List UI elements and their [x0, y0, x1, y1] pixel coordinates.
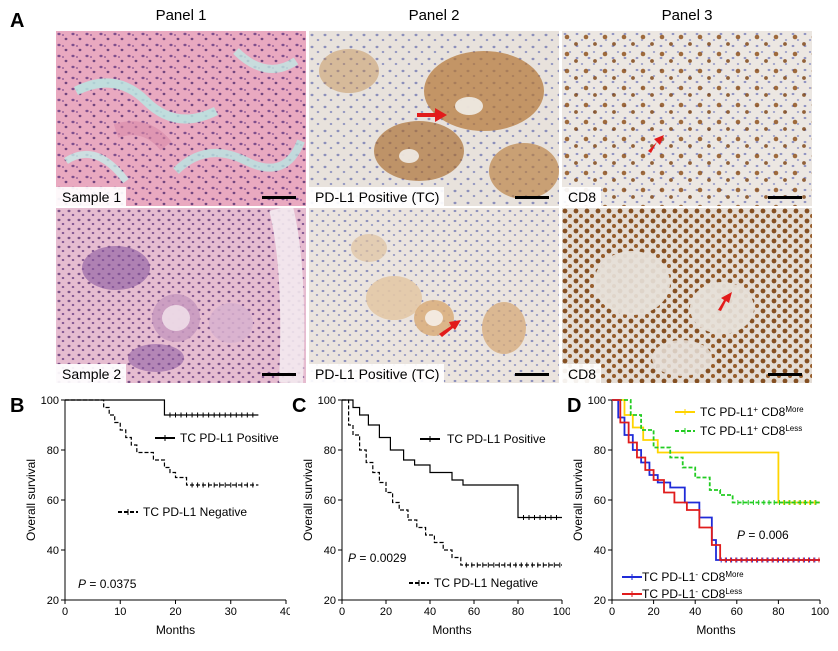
ihc-cd8-tissue-image [562, 31, 812, 206]
km-curve-tc-pd-l1-cd8more [612, 399, 820, 504]
p-value-label: P = 0.0375 [78, 577, 137, 591]
x-tick-label: 40 [280, 606, 290, 618]
red-arrow-icon [648, 135, 664, 153]
x-axis-label: Months [432, 623, 471, 637]
km-curve-tc-pd-l1-cd8less [612, 399, 820, 561]
x-tick-label: 30 [225, 606, 237, 618]
km-curve-tc-pd-l1-negative [65, 399, 259, 486]
micrograph-pdl1-sample-1: PD-L1 Positive (TC) [309, 31, 559, 206]
y-axis-label: Overall survival [571, 459, 585, 541]
y-tick-label: 20 [324, 595, 336, 607]
x-tick-label: 20 [169, 606, 181, 618]
x-tick-label: 40 [424, 606, 436, 618]
legend-label: TC PD-L1- CD8More [642, 570, 744, 585]
micrograph-cd8-sample-1: CD8 [562, 31, 812, 206]
x-axis-label: Months [156, 623, 195, 637]
km-curve-tc-pd-l1-negative [342, 399, 562, 566]
micrograph-pdl1-sample-2: PD-L1 Positive (TC) [309, 208, 559, 383]
panel-3-title: Panel 3 [661, 7, 713, 24]
he-tissue-image [56, 208, 306, 383]
x-tick-label: 10 [114, 606, 126, 618]
km-curve-tc-pd-l1-cd8more [612, 399, 820, 561]
x-tick-label: 0 [339, 606, 345, 618]
x-tick-label: 0 [62, 606, 68, 618]
y-tick-label: 20 [47, 595, 59, 607]
tile-label: Sample 2 [56, 364, 127, 383]
y-tick-label: 100 [588, 395, 606, 407]
y-tick-label: 40 [594, 545, 606, 557]
y-tick-label: 20 [594, 595, 606, 607]
legend-label: TC PD-L1 Negative [143, 505, 247, 519]
km-chart-d: 0 20 40 60 80 100 20 40 60 80 100 Months Overall sur… [560, 390, 838, 651]
y-tick-label: 80 [324, 445, 336, 457]
y-tick-label: 100 [318, 395, 336, 407]
y-tick-label: 60 [324, 495, 336, 507]
scale-bar [768, 196, 802, 199]
y-tick-label: 60 [594, 495, 606, 507]
figure-letter-c: C [292, 395, 307, 417]
scale-bar [262, 373, 296, 376]
km-chart-c: 0 20 40 60 80 100 20 40 60 80 100 Months Overall sur… [280, 390, 571, 651]
x-tick-label: 80 [772, 606, 784, 618]
legend-label: TC PD-L1 Positive [447, 432, 546, 446]
x-tick-label: 100 [553, 606, 570, 618]
micrograph-he-sample-2: Sample 2 [56, 208, 306, 383]
ihc-pdl1-tissue-image [309, 208, 559, 383]
scale-bar [515, 373, 549, 376]
y-tick-label: 40 [47, 545, 59, 557]
x-tick-label: 60 [731, 606, 743, 618]
ihc-cd8-tissue-image [562, 208, 812, 383]
scale-bar [515, 196, 549, 199]
figure-letter-a: A [10, 10, 25, 32]
x-tick-label: 100 [811, 606, 829, 618]
x-tick-label: 40 [689, 606, 701, 618]
figure-letter-b: B [10, 395, 25, 417]
legend-label: TC PD-L1 Negative [434, 576, 538, 590]
tile-label: PD-L1 Positive (TC) [309, 364, 445, 383]
ihc-pdl1-tissue-image [309, 31, 559, 206]
panel-1-title: Panel 1 [155, 7, 207, 24]
x-tick-label: 20 [647, 606, 659, 618]
x-tick-label: 80 [512, 606, 524, 618]
legend-label: TC PD-L1 Positive [180, 431, 279, 445]
red-arrow-icon [718, 292, 732, 311]
x-tick-label: 60 [468, 606, 480, 618]
y-tick-label: 60 [47, 495, 59, 507]
scale-bar [768, 373, 802, 376]
tile-label: CD8 [562, 364, 602, 383]
red-arrow-icon [439, 320, 461, 337]
tile-label: PD-L1 Positive (TC) [309, 187, 445, 206]
he-tissue-image [56, 31, 306, 206]
tile-label: CD8 [562, 187, 602, 206]
legend-label: TC PD-L1+ CD8More [700, 405, 804, 420]
p-value-label: P = 0.0029 [348, 551, 407, 565]
legend-label: TC PD-L1- CD8Less [642, 587, 742, 602]
micrograph-he-sample-1: Sample 1 [56, 31, 306, 206]
y-tick-label: 100 [41, 395, 59, 407]
p-value-label: P = 0.006 [737, 528, 789, 542]
scale-bar [262, 196, 296, 199]
km-curve-tc-pd-l1-positive [65, 399, 259, 416]
figure-letter-d: D [567, 395, 582, 417]
x-axis-label: Months [696, 623, 735, 637]
y-tick-label: 80 [594, 445, 606, 457]
km-curve-tc-pd-l1-cd8less [612, 399, 820, 504]
x-tick-label: 20 [380, 606, 392, 618]
km-chart-b: 0 10 20 30 40 20 40 60 80 100 Months Overall surviv… [0, 390, 292, 651]
micrograph-cd8-sample-2: CD8 [562, 208, 812, 383]
km-curve-tc-pd-l1-positive [342, 399, 562, 519]
red-arrow-icon [417, 108, 447, 122]
y-tick-label: 40 [324, 545, 336, 557]
y-axis-label: Overall survival [24, 459, 38, 541]
legend-label: TC PD-L1+ CD8Less [700, 424, 802, 439]
panel-2-title: Panel 2 [408, 7, 460, 24]
y-tick-label: 80 [47, 445, 59, 457]
km-plot-b: 0 10 20 30 40 20 40 60 80 100 Months Overall surviv… [24, 395, 292, 637]
y-axis-label: Overall survival [301, 459, 315, 541]
tile-label: Sample 1 [56, 187, 127, 206]
x-tick-label: 0 [609, 606, 615, 618]
